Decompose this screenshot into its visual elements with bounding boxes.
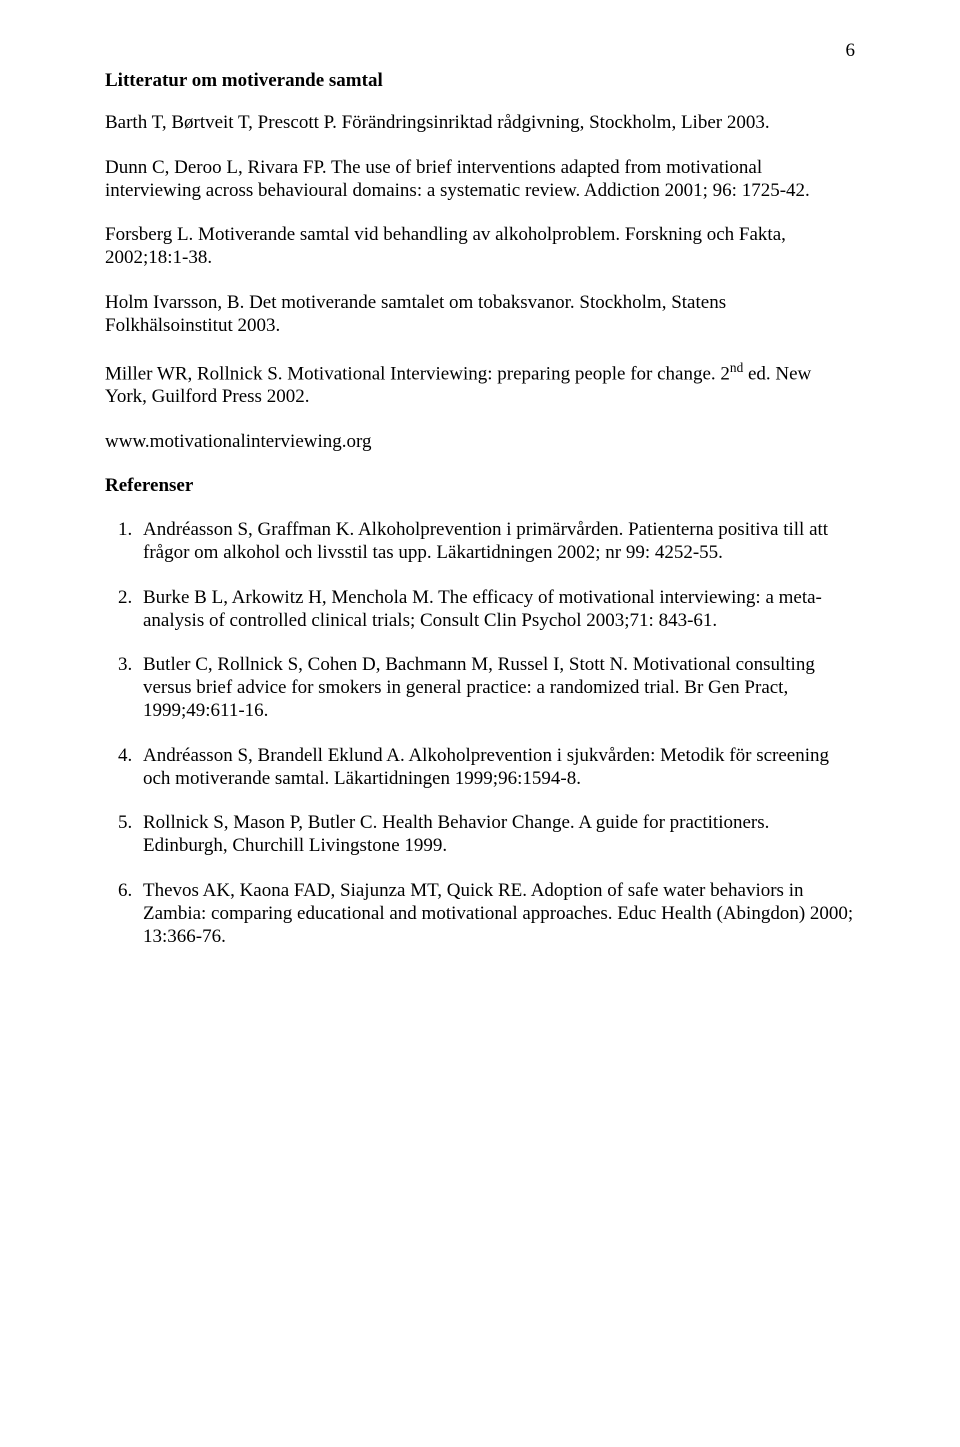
literature-item: Miller WR, Rollnick S. Motivational Inte… bbox=[105, 360, 855, 409]
page-number: 6 bbox=[846, 40, 856, 62]
reference-item: Rollnick S, Mason P, Butler C. Health Be… bbox=[137, 812, 855, 858]
references-heading: Referenser bbox=[105, 475, 855, 497]
literature-item: www.motivationalinterviewing.org bbox=[105, 431, 855, 454]
literature-item: Barth T, Børtveit T, Prescott P. Förändr… bbox=[105, 112, 855, 135]
references-list: Andréasson S, Graffman K. Alkoholprevent… bbox=[105, 519, 855, 948]
literature-item: Holm Ivarsson, B. Det motiverande samtal… bbox=[105, 292, 855, 338]
literature-item: Dunn C, Deroo L, Rivara FP. The use of b… bbox=[105, 157, 855, 203]
section-title: Litteratur om motiverande samtal bbox=[105, 70, 855, 92]
page: 6 Litteratur om motiverande samtal Barth… bbox=[0, 0, 960, 1447]
reference-item: Burke B L, Arkowitz H, Menchola M. The e… bbox=[137, 587, 855, 633]
reference-item: Andréasson S, Brandell Eklund A. Alkohol… bbox=[137, 745, 855, 791]
reference-item: Thevos AK, Kaona FAD, Siajunza MT, Quick… bbox=[137, 880, 855, 948]
reference-item: Butler C, Rollnick S, Cohen D, Bachmann … bbox=[137, 654, 855, 722]
literature-item: Forsberg L. Motiverande samtal vid behan… bbox=[105, 224, 855, 270]
reference-item: Andréasson S, Graffman K. Alkoholprevent… bbox=[137, 519, 855, 565]
